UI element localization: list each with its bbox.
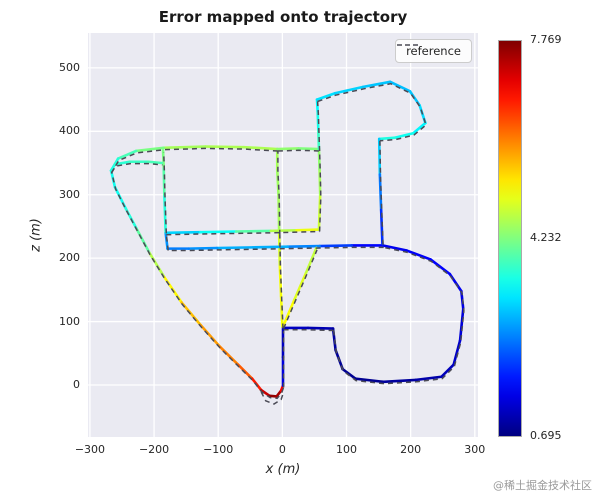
trajectory-segment [381, 244, 409, 252]
trajectory-segment [405, 249, 432, 261]
reference-trajectory [277, 149, 320, 152]
trajectory-segment [354, 377, 386, 384]
trajectory-segment [318, 244, 353, 248]
trajectory-segment [440, 363, 455, 379]
trajectory-segment [458, 307, 465, 342]
trajectory-segment [162, 165, 166, 197]
y-tick-label: 500 [59, 60, 80, 74]
trajectory-segment [414, 375, 443, 382]
trajectory-segment [198, 230, 238, 234]
trajectory-segment [377, 136, 397, 141]
trajectory-segment [242, 145, 279, 151]
trajectory-segment [304, 246, 318, 275]
trajectory-segment [333, 85, 365, 95]
colorbar-mid-label: 4.232 [530, 231, 562, 244]
colorbar-min-label: 0.695 [530, 429, 562, 442]
trajectory-segment [146, 160, 164, 165]
reference-trajectory [260, 391, 285, 405]
reference-trajectory [279, 234, 284, 329]
reference-trajectory [162, 152, 168, 234]
trajectory-segment [269, 228, 298, 233]
trajectory-segment [411, 121, 427, 135]
trajectory-segment [135, 227, 151, 255]
colorbar-rect [499, 41, 521, 436]
x-tick-label: 0 [278, 443, 286, 456]
trajectory-segment [297, 147, 321, 151]
trajectory-segment [315, 91, 337, 101]
chart-title: Error mapped onto trajectory [158, 8, 408, 26]
y-tick-label: 100 [59, 314, 80, 328]
reference-trajectory [318, 150, 322, 232]
trajectory-segment [259, 388, 271, 398]
x-axis-label: x (m) [265, 462, 301, 477]
x-tick-label: 200 [400, 443, 422, 456]
reference-trajectory [316, 101, 321, 152]
y-tick-label: 0 [73, 377, 80, 391]
trajectory-plot [88, 33, 478, 437]
trajectory-segment [429, 258, 452, 276]
y-axis-label: z (m) [28, 218, 44, 252]
reference-trajectory [277, 151, 281, 235]
trajectory-segment [341, 367, 357, 380]
trajectory-segment [234, 229, 273, 233]
trajectory-segment [218, 345, 240, 366]
x-tick-label: −100 [203, 443, 234, 456]
legend: reference [395, 39, 472, 63]
trajectory-segment [393, 131, 415, 139]
reference-trajectory [165, 234, 169, 251]
x-tick-label: −200 [138, 443, 170, 456]
x-tick-label: −300 [74, 443, 106, 456]
trajectory-segment [452, 339, 462, 366]
reference-trajectory [110, 147, 285, 400]
trajectory-segment [306, 326, 335, 330]
trajectory-segment [204, 145, 246, 149]
trajectory-segment [275, 168, 280, 197]
y-tick-label: 200 [59, 251, 80, 265]
trajectory-segment [361, 80, 392, 89]
x-tick-label: 300 [464, 443, 486, 456]
reference-trajectory [111, 162, 163, 173]
reference-trajectory [166, 230, 320, 236]
x-tick-label: 100 [336, 443, 357, 456]
legend-label: reference [406, 44, 461, 58]
trajectory-segment [251, 245, 289, 249]
reference-dashed-line-icon [397, 44, 422, 46]
trajectory-segment [187, 246, 219, 250]
reference-trajectory [332, 246, 465, 385]
reference-trajectory [283, 329, 334, 332]
trajectory-segment [293, 271, 308, 301]
trajectory-segment [236, 363, 254, 380]
trajectory-segment [148, 251, 166, 279]
reference-trajectory [282, 249, 318, 329]
trajectory-segment [281, 298, 296, 328]
trajectory-segment [134, 146, 165, 153]
trajectory-segment [162, 145, 207, 150]
trajectory-segment [286, 244, 321, 249]
watermark: @稀土掘金技术社区 [493, 479, 592, 492]
colorbar-max-label: 7.769 [530, 33, 562, 46]
trajectory-segment [199, 324, 222, 349]
colorbar [498, 40, 522, 437]
y-tick-label: 300 [59, 187, 80, 201]
trajectory-segment [295, 228, 321, 232]
trajectory-segment [116, 149, 138, 160]
plot-area: reference [88, 33, 478, 437]
colorbar-gradient [499, 41, 521, 436]
trajectory-segment [388, 80, 412, 93]
y-tick-label: 400 [59, 124, 80, 138]
trajectory-segment [275, 147, 300, 151]
trajectory-segment [215, 246, 255, 250]
trajectory-segment [382, 378, 418, 384]
trajectory-segment [164, 230, 202, 235]
reference-trajectory [168, 246, 384, 252]
